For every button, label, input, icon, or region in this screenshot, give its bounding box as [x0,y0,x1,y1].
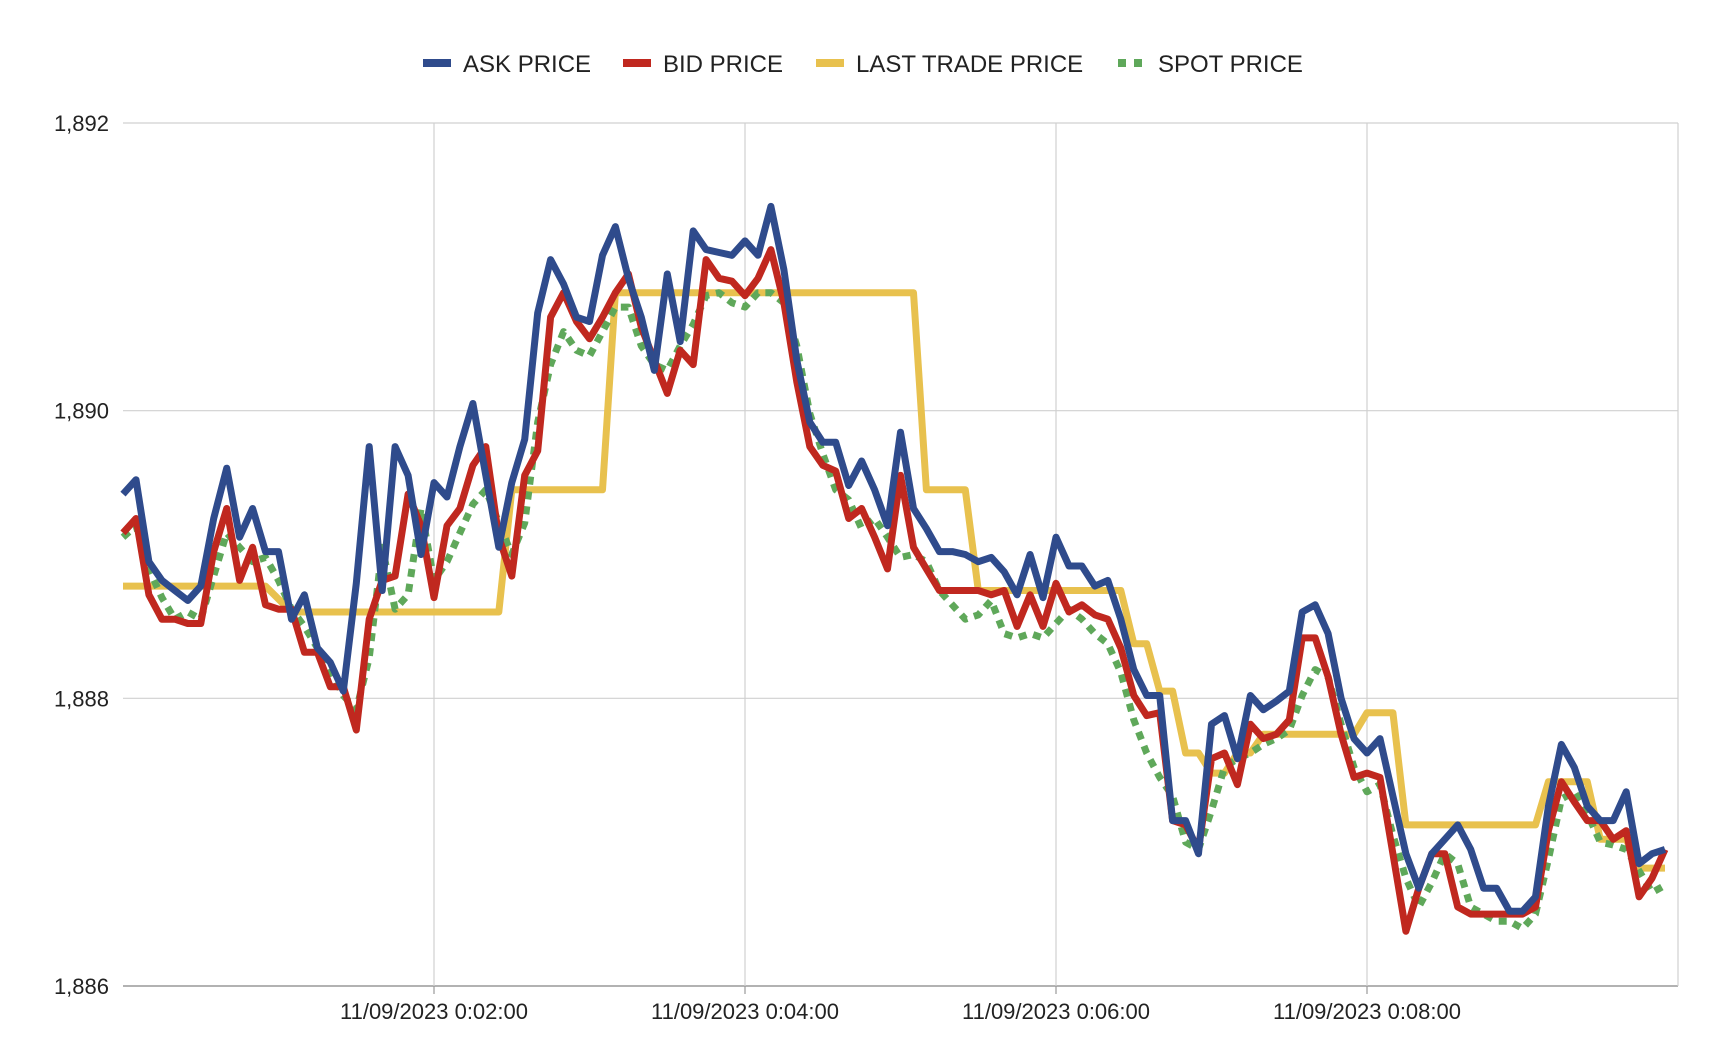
legend-label-bid-price: BID PRICE [663,51,783,78]
series-lines [120,202,1669,935]
legend-label-spot-price: SPOT PRICE [1158,51,1303,78]
legend-item-ask-price: ASK PRICE [423,51,591,78]
axes: 1,886 1,888 1,890 1,892 11/09/2023 0:02:00 11… [54,111,1461,1024]
gridlines [123,122,1679,987]
x-tick-label: 11/09/2023 0:08:00 [1273,999,1461,1024]
legend: ASK PRICE BID PRICE LAST TRADE PRICE SPOT P… [423,51,1303,78]
legend-item-bid-price: BID PRICE [623,51,783,78]
x-tick-label: 11/09/2023 0:04:00 [651,999,839,1024]
legend-item-last-trade-price: LAST TRADE PRICE [816,51,1083,78]
legend-label-last-trade-price: LAST TRADE PRICE [856,51,1083,78]
y-tick-label: 1,888 [54,686,109,711]
x-tick-label: 11/09/2023 0:02:00 [340,999,528,1024]
y-tick-label: 1,892 [54,111,109,136]
series-line-last-trade-price [123,289,1665,872]
y-tick-label: 1,886 [54,974,109,999]
legend-label-ask-price: ASK PRICE [463,51,591,78]
y-tick-label: 1,890 [54,399,109,424]
series-line-ask-price [120,202,1667,915]
legend-item-spot-price: SPOT PRICE [1118,51,1303,78]
x-tick-label: 11/09/2023 0:06:00 [962,999,1150,1024]
